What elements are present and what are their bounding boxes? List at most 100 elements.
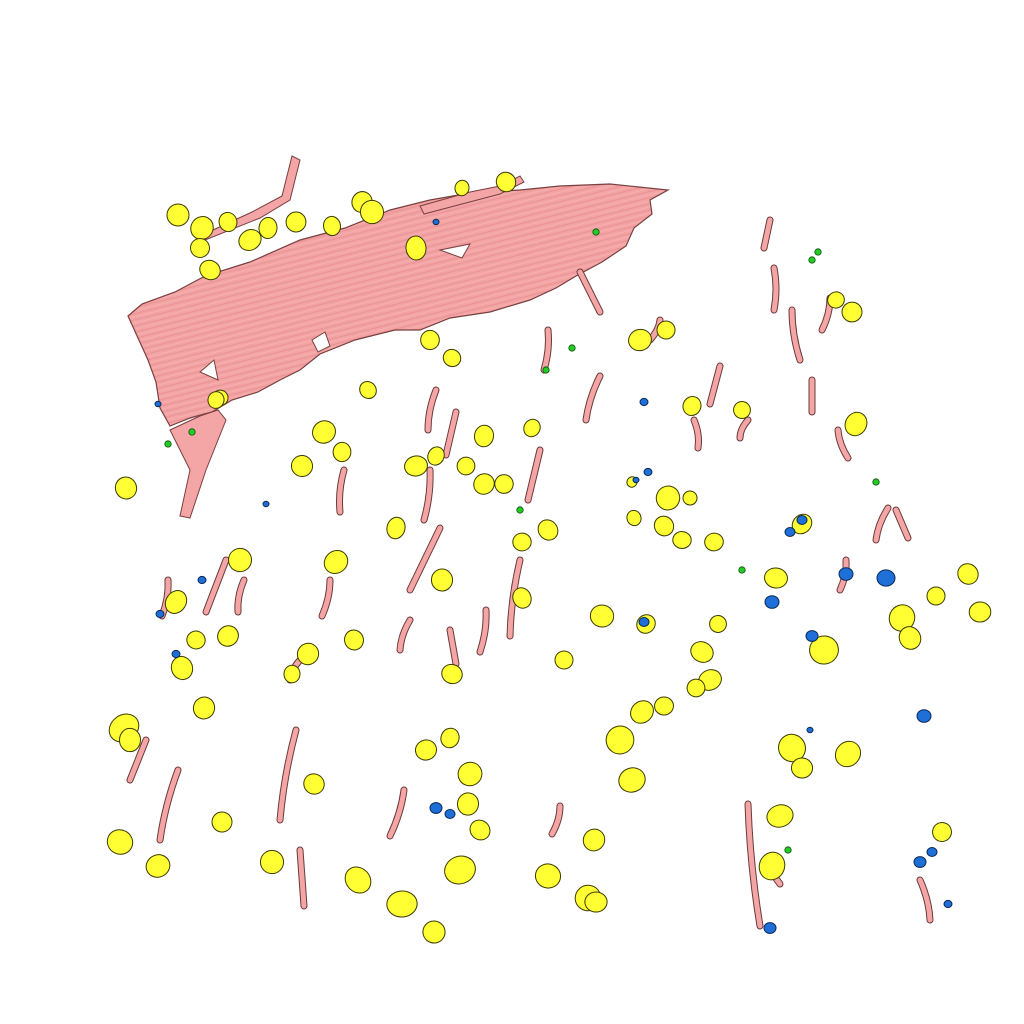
yellow-cell [359,380,377,400]
vessel-fragment [421,467,433,523]
vessel-fragment [297,847,307,909]
yellow-cell [534,863,562,889]
vessel-fragment [745,801,763,929]
muscle-fiber-bundle [127,155,670,519]
vessel-fragment [893,507,911,541]
yellow-cell [733,401,751,419]
blue-nucleus [154,400,162,408]
yellow-cell [145,854,171,878]
yellow-cell [494,474,514,494]
yellow-cell [218,211,238,233]
vessel-fragment [157,767,181,843]
blue-nucleus [916,709,932,723]
yellow-cell [957,563,979,585]
yellow-cell [441,663,463,685]
vessel-fragment [737,417,751,441]
blue-nucleus [429,802,443,814]
blue-nucleus [432,218,440,226]
yellow-cell [672,531,692,549]
yellow-cell [386,516,406,540]
vessel-fragment [477,607,489,655]
yellow-cell [512,532,532,552]
vessel-fragment [447,627,459,667]
yellow-cell [454,179,470,197]
yellow-cell [758,851,786,881]
blue-nucleus [943,899,953,909]
yellow-cell [427,446,445,466]
fiber-strand-top-right [419,175,525,215]
blue-nucleus [155,609,165,619]
yellow-cell [888,604,916,632]
green-marker [568,344,576,352]
fiber-frayed-end [169,409,227,519]
yellow-cell [332,441,352,463]
blue-nucleus [805,630,819,642]
vessel-fragment [387,787,407,839]
green-marker [164,440,172,448]
vessel-fragment [577,269,603,315]
green-marker [542,366,550,374]
blue-nucleus [444,809,456,819]
yellow-cell [442,348,462,368]
blue-nucleus [796,515,808,525]
blue-nucleus [262,500,270,508]
yellow-cell [296,642,320,666]
green-marker [516,506,524,514]
vessel-fragment [319,577,333,619]
yellow-cell [238,229,262,251]
vessel-fragment [789,307,803,363]
yellow-cell [444,855,476,885]
yellow-cell [303,773,325,795]
yellow-cell [473,473,495,495]
yellow-cell [186,630,206,650]
yellow-cell [190,216,214,240]
yellow-cell [259,849,285,875]
blue-nucleus [838,567,854,581]
blue-nucleus [763,922,777,934]
yellow-cell [473,424,495,448]
blue-nucleus [876,569,896,587]
blue-nucleus [171,649,181,659]
yellow-cell [628,328,652,352]
yellow-cell [217,625,239,647]
yellow-cell [605,725,635,755]
yellow-cell [554,650,574,670]
vessel-fragment [771,265,779,313]
vessel-fragment [407,525,443,593]
yellow-cell [764,567,788,589]
yellow-cell [106,829,134,855]
vessel-fragment [691,417,701,451]
green-marker [738,566,746,574]
yellow-cell [285,211,307,233]
yellow-cell [584,891,608,913]
yellow-cell [456,456,476,476]
yellow-cell [118,727,142,753]
yellow-cell [844,411,868,437]
yellow-cell [809,635,839,665]
vessel-fragment [277,727,299,823]
yellow-cell [682,490,698,506]
blue-nucleus [913,856,927,868]
blue-nucleus [197,575,207,585]
yellow-cell [404,455,428,477]
yellow-cell [190,238,210,258]
yellow-cell [414,739,438,761]
green-marker [592,228,600,236]
yellow-cell [312,420,336,444]
vessel-fragments [126,216,934,930]
yellow-cell [422,920,446,944]
vessel-fragment [549,803,563,837]
fiber-hole-2 [438,243,471,259]
yellow-cell [968,601,992,623]
yellow-cell [827,291,845,309]
yellow-cell [420,329,440,351]
fiber-strand-top [199,155,301,243]
yellow-cell [405,235,427,261]
yellow-cell [430,568,454,592]
vessel-fragment [397,617,413,653]
yellow-cell [207,391,225,409]
yellow-cell [709,615,727,633]
yellow-cell [686,678,706,698]
